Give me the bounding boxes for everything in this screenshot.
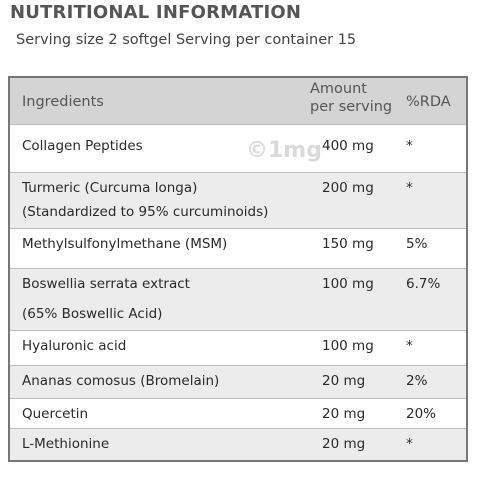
rda: 5% <box>406 236 428 252</box>
ingredient: Turmeric (Curcuma longa) <box>22 180 198 196</box>
amount: 20 mg <box>322 436 366 452</box>
amount: 400 mg <box>322 138 374 154</box>
amount: 150 mg <box>322 236 374 252</box>
amount: 20 mg <box>322 373 366 389</box>
table-row: Methylsulfonylmethane (MSM) 150 mg 5% <box>10 228 466 268</box>
title: NUTRITIONAL INFORMATION <box>10 2 302 23</box>
rda: * <box>406 138 413 154</box>
column-header: Amount <box>310 81 367 97</box>
ingredient: (65% Boswellic Acid) <box>22 306 163 322</box>
column-header: %RDA <box>406 94 451 110</box>
ingredient: Collagen Peptides <box>22 138 143 154</box>
ingredient: Hyaluronic acid <box>22 338 127 354</box>
table-row: Boswellia serrata extract (65% Boswellic … <box>10 268 466 330</box>
rda: 20% <box>406 406 437 422</box>
table-row: Turmeric (Curcuma longa) (Standardized to… <box>10 172 466 228</box>
watermark: ©1mg <box>246 138 322 163</box>
table-row: L-Methionine 20 mg * <box>10 428 466 460</box>
amount: 200 mg <box>322 180 374 196</box>
nutrition-table: Ingredients Amount per serving %RDA Collagen… <box>8 76 468 462</box>
table-row: Quercetin 20 mg 20% <box>10 398 466 428</box>
amount: 100 mg <box>322 276 374 292</box>
header-row: Ingredients Amount per serving %RDA <box>10 78 466 126</box>
ingredient: Ananas comosus (Bromelain) <box>22 373 220 389</box>
ingredient: Methylsulfonylmethane (MSM) <box>22 236 228 252</box>
table-row: Collagen Peptides 400 mg * <box>10 124 466 172</box>
ingredient: L-Methionine <box>22 436 110 452</box>
rda: 2% <box>406 373 428 389</box>
rda: * <box>406 338 413 354</box>
rda: * <box>406 436 413 452</box>
rda: 6.7% <box>406 276 441 292</box>
ingredient: (Standardized to 95% curcuminoids) <box>22 204 269 220</box>
column-header: Ingredients <box>22 94 104 110</box>
column-header: per serving <box>310 99 393 115</box>
ingredient: Boswellia serrata extract <box>22 276 190 292</box>
table-row: Hyaluronic acid 100 mg * <box>10 330 466 365</box>
amount: 20 mg <box>322 406 366 422</box>
ingredient: Quercetin <box>22 406 89 422</box>
table-row: Ananas comosus (Bromelain) 20 mg 2% <box>10 365 466 398</box>
rda: * <box>406 180 413 196</box>
subtitle: Serving size 2 softgel Serving per conta… <box>16 32 357 48</box>
amount: 100 mg <box>322 338 374 354</box>
